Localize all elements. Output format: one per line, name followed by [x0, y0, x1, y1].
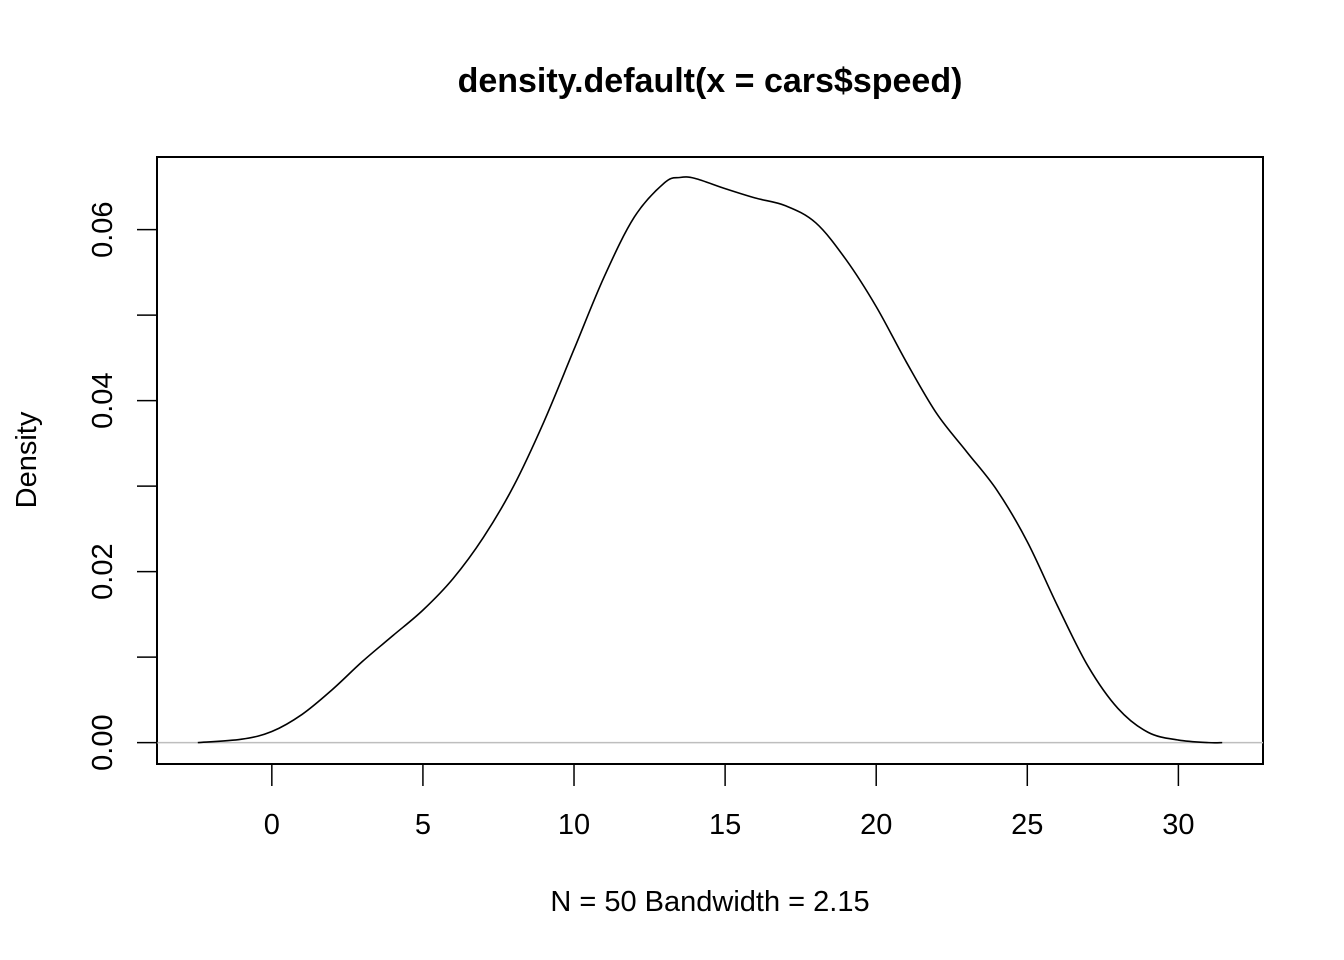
y-tick-label: 0.02 — [87, 543, 119, 599]
x-tick-label: 10 — [558, 809, 590, 841]
y-axis: 0.00 0.02 0.04 0.06 — [87, 201, 158, 771]
density-curve-0 — [197, 176, 1223, 744]
y-tick-label: 0.06 — [87, 201, 119, 257]
y-axis-label: Density — [11, 411, 43, 508]
x-axis: 0 5 10 15 20 25 30 — [264, 763, 1195, 841]
y-tick-label: 0.04 — [87, 372, 119, 428]
x-axis-label: N = 50 Bandwidth = 2.15 — [550, 886, 869, 918]
y-tick-label: 0.00 — [87, 714, 119, 770]
plot-frame — [156, 156, 1264, 765]
x-tick-label: 5 — [415, 809, 431, 841]
x-tick-label: 25 — [1011, 809, 1043, 841]
x-tick-label: 15 — [709, 809, 741, 841]
series-layer — [197, 176, 1223, 744]
chart-title: density.default(x = cars$speed) — [458, 62, 963, 100]
x-tick-label: 0 — [264, 809, 280, 841]
x-tick-label: 30 — [1162, 809, 1194, 841]
x-tick-label: 20 — [860, 809, 892, 841]
